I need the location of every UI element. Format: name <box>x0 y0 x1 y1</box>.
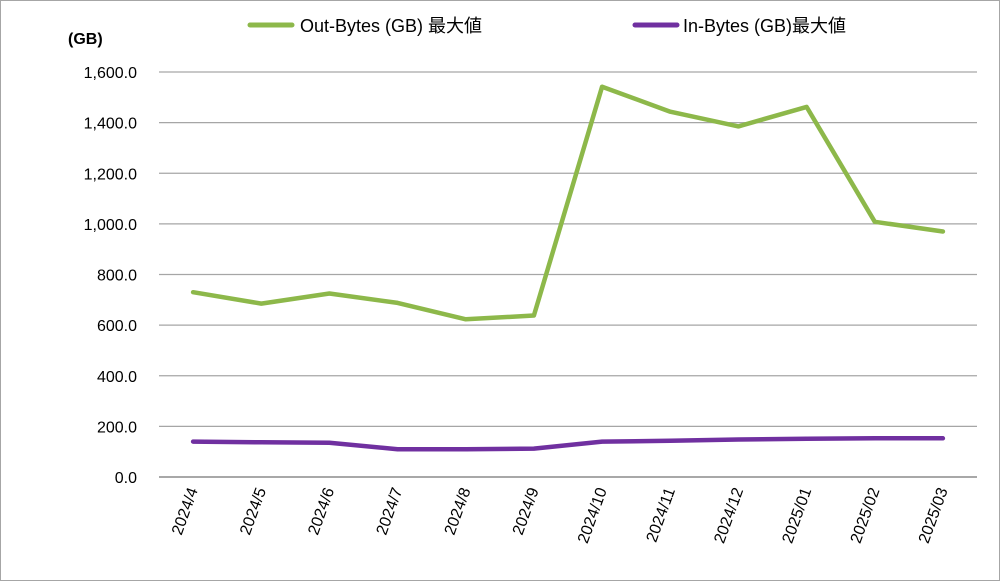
x-tick-label: 2024/10 <box>575 485 611 545</box>
y-tick-label: 1,000.0 <box>84 217 137 234</box>
x-tick-label: 2024/11 <box>644 485 679 544</box>
y-tick-label: 1,600.0 <box>84 65 137 82</box>
y-tick-label: 1,400.0 <box>84 116 137 133</box>
x-tick-label: 2024/4 <box>169 485 202 537</box>
y-axis-ticks: 0.0 200.0 400.0 600.0 800.0 1,000.0 1,200.0 1,4… <box>84 65 137 487</box>
legend: Out-Bytes (GB) 最大値 In-Bytes (GB)最大値 <box>247 16 846 36</box>
gridlines <box>159 71 977 427</box>
y-tick-label: 200.0 <box>97 419 137 436</box>
x-tick-label: 2025/03 <box>916 485 952 545</box>
y-tick-label: 600.0 <box>97 318 137 335</box>
series-lines <box>190 84 946 452</box>
x-tick-label: 2024/9 <box>510 485 543 537</box>
y-tick-label: 0.0 <box>115 470 137 487</box>
y-tick-label: 400.0 <box>97 369 137 386</box>
series-line-out-bytes <box>190 84 946 322</box>
x-tick-label: 2025/02 <box>848 485 884 545</box>
x-axis-ticks: 2024/4 2024/5 2024/6 2024/7 2024/8 2024/9 2024… <box>169 485 952 545</box>
x-tick-label: 2024/6 <box>305 485 338 537</box>
y-tick-label: 1,200.0 <box>84 166 137 183</box>
x-tick-label: 2024/12 <box>711 485 747 545</box>
x-tick-label: 2024/7 <box>374 485 407 537</box>
series-line-in-bytes <box>190 436 946 452</box>
x-tick-label: 2025/01 <box>780 485 816 545</box>
y-unit-label: (GB) <box>68 31 103 48</box>
legend-label: In-Bytes (GB)最大値 <box>683 16 846 36</box>
x-tick-label: 2024/5 <box>237 485 270 537</box>
x-tick-label: 2024/8 <box>442 485 475 537</box>
y-tick-label: 800.0 <box>97 268 137 285</box>
legend-label: Out-Bytes (GB) 最大値 <box>300 16 482 36</box>
